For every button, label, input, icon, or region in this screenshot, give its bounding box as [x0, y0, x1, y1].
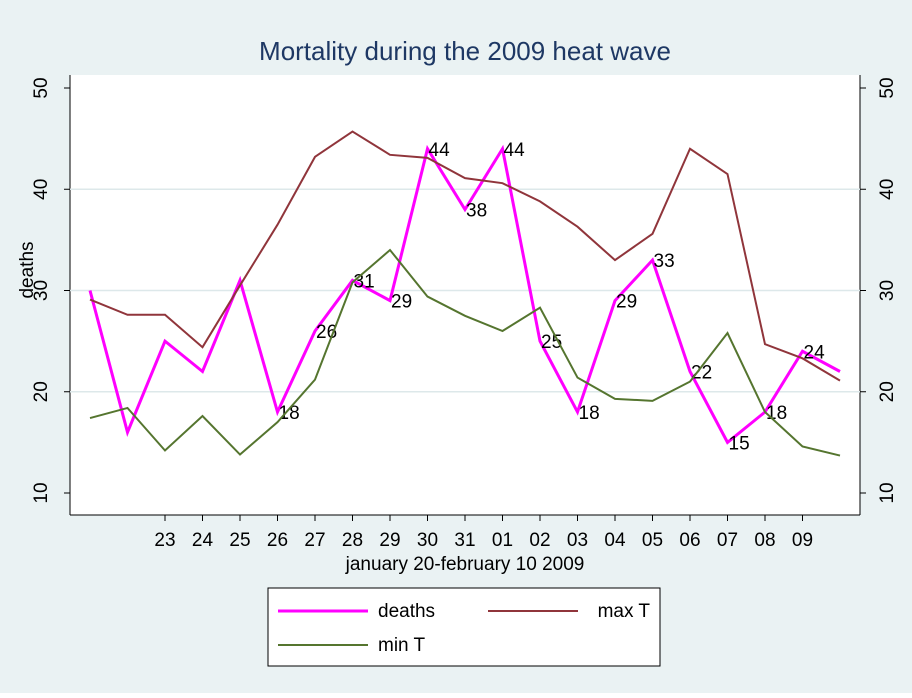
x-tick-label: 08 [754, 530, 775, 551]
data-label: 15 [729, 433, 750, 454]
x-tick-label: 26 [267, 530, 288, 551]
x-tick-label: 31 [454, 530, 475, 551]
legend [267, 587, 661, 667]
x-tick-label: 27 [304, 530, 325, 551]
data-label: 22 [691, 363, 712, 384]
x-tick-label: 06 [679, 530, 700, 551]
x-tick-label: 01 [492, 530, 513, 551]
data-label: 29 [391, 292, 412, 313]
data-label: 18 [279, 403, 300, 424]
y-tick-label: 30 [31, 280, 52, 301]
data-label: 29 [616, 292, 637, 313]
data-label: 18 [766, 403, 787, 424]
data-label: 44 [504, 140, 526, 161]
y2-tick-label: 30 [877, 280, 898, 301]
data-label: 38 [466, 201, 487, 222]
x-tick-label: 09 [792, 530, 813, 551]
y-tick-label: 40 [31, 179, 52, 200]
x-tick-label: 24 [192, 530, 214, 551]
data-label: 33 [654, 251, 675, 272]
series-line [88, 144, 841, 445]
series-line [89, 130, 841, 382]
data-label: 18 [579, 403, 600, 424]
legend-label: deaths [378, 601, 435, 622]
legend-label: min T [378, 635, 426, 656]
x-tick-label: 03 [567, 530, 588, 551]
series-line [89, 248, 841, 457]
x-tick-label: 28 [342, 530, 363, 551]
y2-tick-label: 40 [877, 179, 898, 200]
x-tick-label: 23 [154, 530, 175, 551]
x-tick-label: 02 [529, 530, 550, 551]
x-tick-label: 29 [379, 530, 400, 551]
data-label: 44 [429, 140, 451, 161]
y-axis-title: deaths [17, 241, 38, 298]
y2-tick-label: 10 [877, 482, 898, 503]
x-tick-label: 30 [417, 530, 438, 551]
data-label: 31 [354, 271, 375, 292]
x-tick-label: 07 [717, 530, 738, 551]
y-tick-label: 20 [31, 381, 52, 402]
x-tick-label: 04 [604, 530, 626, 551]
y2-tick-label: 20 [877, 381, 898, 402]
chart-title: Mortality during the 2009 heat wave [259, 36, 671, 66]
data-label: 24 [804, 342, 826, 363]
x-axis-title: january 20-february 10 2009 [345, 554, 585, 575]
y2-tick-label: 50 [877, 77, 898, 98]
y-tick-label: 10 [31, 482, 52, 503]
x-tick-label: 05 [642, 530, 663, 551]
legend-label: max T [598, 601, 651, 622]
x-tick-label: 25 [229, 530, 250, 551]
y-tick-label: 50 [31, 77, 52, 98]
